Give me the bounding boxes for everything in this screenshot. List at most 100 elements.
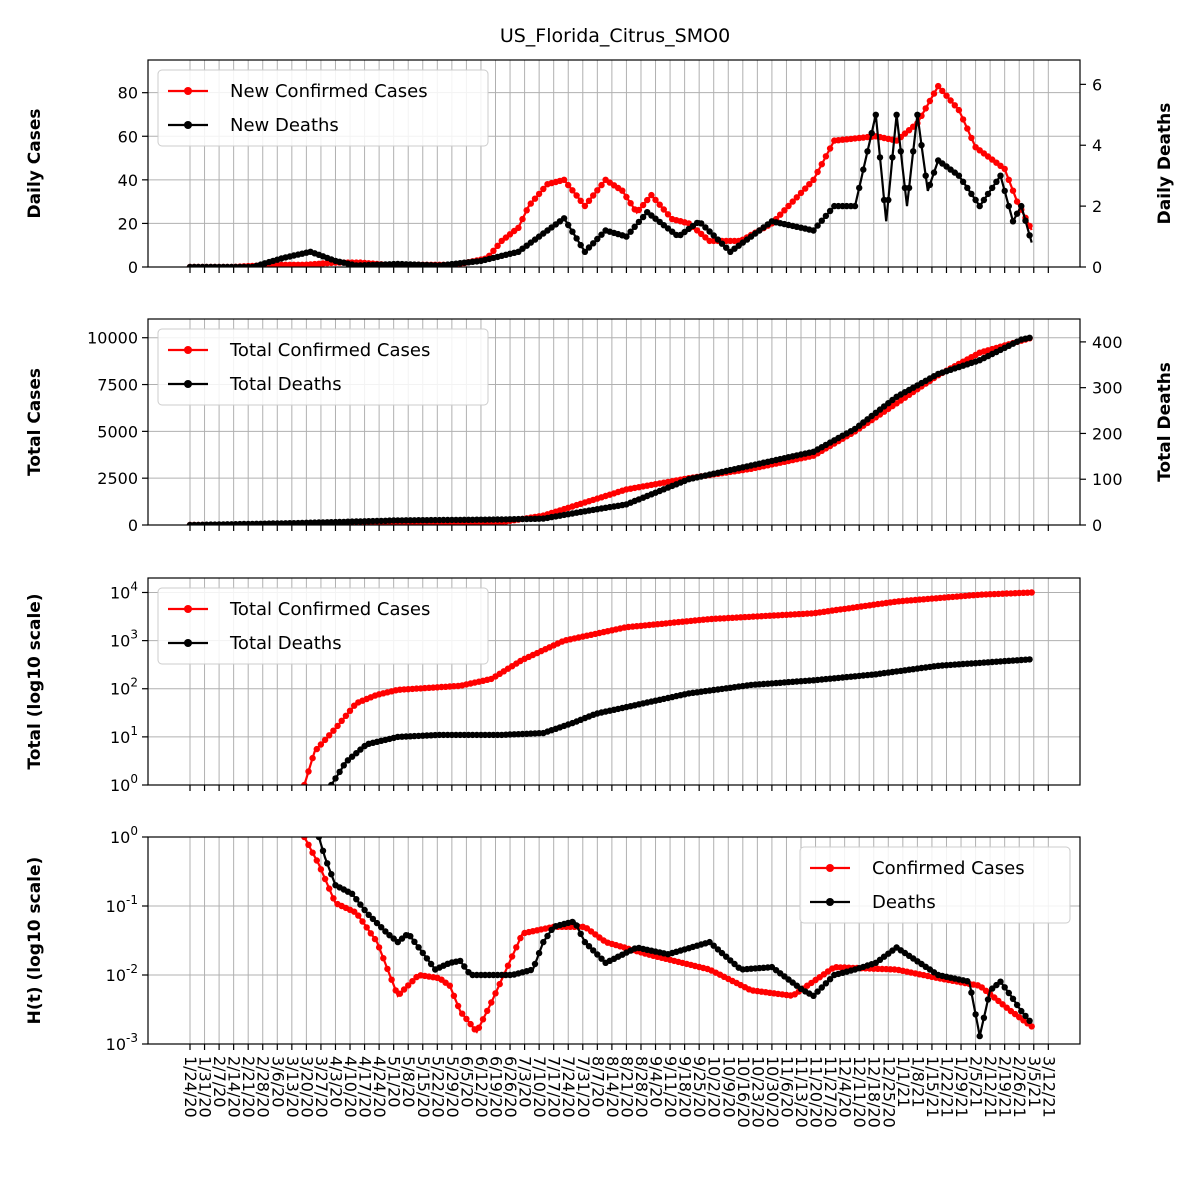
y2-tick-label: 100	[1092, 470, 1123, 489]
x-tick-label: 2/21/20	[239, 1056, 258, 1118]
data-point	[918, 142, 925, 149]
data-point	[1013, 1001, 1021, 1009]
data-point	[822, 212, 830, 220]
data-point	[710, 232, 717, 239]
x-tick-label: 1/31/20	[196, 1056, 215, 1118]
y-tick-label: 60	[118, 127, 138, 146]
data-point	[577, 241, 584, 249]
data-point	[964, 184, 971, 192]
data-point	[935, 82, 942, 90]
data-point	[577, 930, 584, 937]
data-point	[450, 992, 458, 999]
axes-frame	[147, 318, 1081, 526]
data-point	[454, 1002, 462, 1010]
x-tick-label: 3/6/20	[268, 1056, 287, 1108]
data-point	[484, 1007, 491, 1015]
data-point	[581, 202, 589, 210]
data-point	[359, 918, 366, 925]
data-point	[1018, 202, 1025, 210]
y-tick-label: 80	[118, 84, 138, 103]
x-tick-label: 9/4/20	[647, 1056, 666, 1108]
y2-tick-label: 2	[1092, 197, 1102, 216]
series-group	[186, 82, 1033, 267]
data-point	[926, 97, 934, 105]
data-point	[342, 712, 350, 719]
data-point	[324, 860, 331, 867]
data-point	[361, 906, 368, 914]
axes-frame	[147, 836, 1081, 1045]
data-point	[856, 184, 863, 192]
data-point	[479, 1016, 487, 1023]
data-point	[365, 911, 372, 918]
data-point	[930, 169, 938, 176]
data-point	[718, 949, 726, 957]
data-point	[623, 233, 630, 240]
data-point	[802, 185, 809, 192]
data-point	[914, 111, 921, 119]
data-point	[1026, 334, 1033, 341]
data-point	[560, 215, 568, 222]
data-point	[826, 976, 834, 983]
data-point	[1009, 218, 1017, 225]
x-tick-label: 7/3/20	[516, 1056, 535, 1108]
data-point	[818, 217, 825, 224]
data-point	[531, 195, 539, 202]
legend-label: Total Deaths	[229, 374, 342, 395]
data-point	[922, 172, 929, 179]
data-point	[423, 955, 431, 962]
data-point	[1005, 176, 1012, 183]
data-point	[400, 986, 408, 993]
data-point	[806, 181, 813, 188]
data-point	[371, 935, 379, 943]
data-point	[818, 984, 825, 991]
legend-label: Confirmed Cases	[872, 858, 1025, 879]
axes-frame	[147, 577, 1081, 786]
x-tick-label: 2/19/21	[996, 1056, 1015, 1118]
data-point	[446, 982, 453, 989]
data-point	[540, 938, 547, 946]
data-point	[517, 934, 524, 942]
x-tick-label: 11/20/20	[807, 1056, 826, 1128]
y-tick-label: 20	[118, 214, 138, 233]
data-point	[565, 221, 572, 229]
data-point	[727, 957, 734, 964]
data-point	[463, 1015, 470, 1023]
x-tick-label: 10/2/20	[705, 1056, 724, 1118]
data-point	[631, 223, 638, 230]
panel-2: 0 2500 5000 7500 10000 0 100 200 300 400 Total Dea…	[25, 318, 1175, 535]
data-point	[968, 134, 975, 142]
data-point	[357, 901, 364, 908]
axes-frame	[147, 59, 1081, 268]
legend-frame	[157, 587, 489, 665]
data-point	[317, 866, 325, 873]
data-point	[723, 244, 730, 251]
data-point	[315, 837, 323, 841]
x-tick-label: 12/18/20	[865, 1056, 884, 1128]
data-point	[348, 753, 356, 760]
x-tick-label: 10/23/20	[748, 1056, 767, 1128]
data-point	[1001, 187, 1008, 195]
data-point	[814, 168, 821, 176]
data-point	[527, 200, 534, 207]
data-point	[309, 849, 316, 856]
x-tick-label: 5/8/20	[399, 1056, 418, 1108]
legend: Total Confirmed Cases Total Deaths	[157, 587, 489, 665]
series-group	[301, 837, 1035, 1040]
data-point	[714, 946, 722, 953]
data-point	[494, 242, 501, 249]
data-point	[826, 145, 834, 152]
y2-tick-label: 300	[1092, 379, 1123, 398]
data-point	[652, 196, 659, 204]
data-point	[313, 745, 320, 753]
data-point	[706, 938, 713, 946]
data-point	[980, 1014, 988, 1021]
x-tick-label: 11/6/20	[777, 1056, 796, 1118]
y2-tick-label: 200	[1092, 424, 1123, 443]
x-tick-label: 2/5/21	[967, 1056, 986, 1108]
x-tick-label: 8/7/20	[588, 1056, 607, 1108]
data-point	[698, 230, 705, 238]
data-point	[340, 762, 347, 769]
data-point	[409, 978, 416, 985]
data-point	[581, 248, 589, 255]
